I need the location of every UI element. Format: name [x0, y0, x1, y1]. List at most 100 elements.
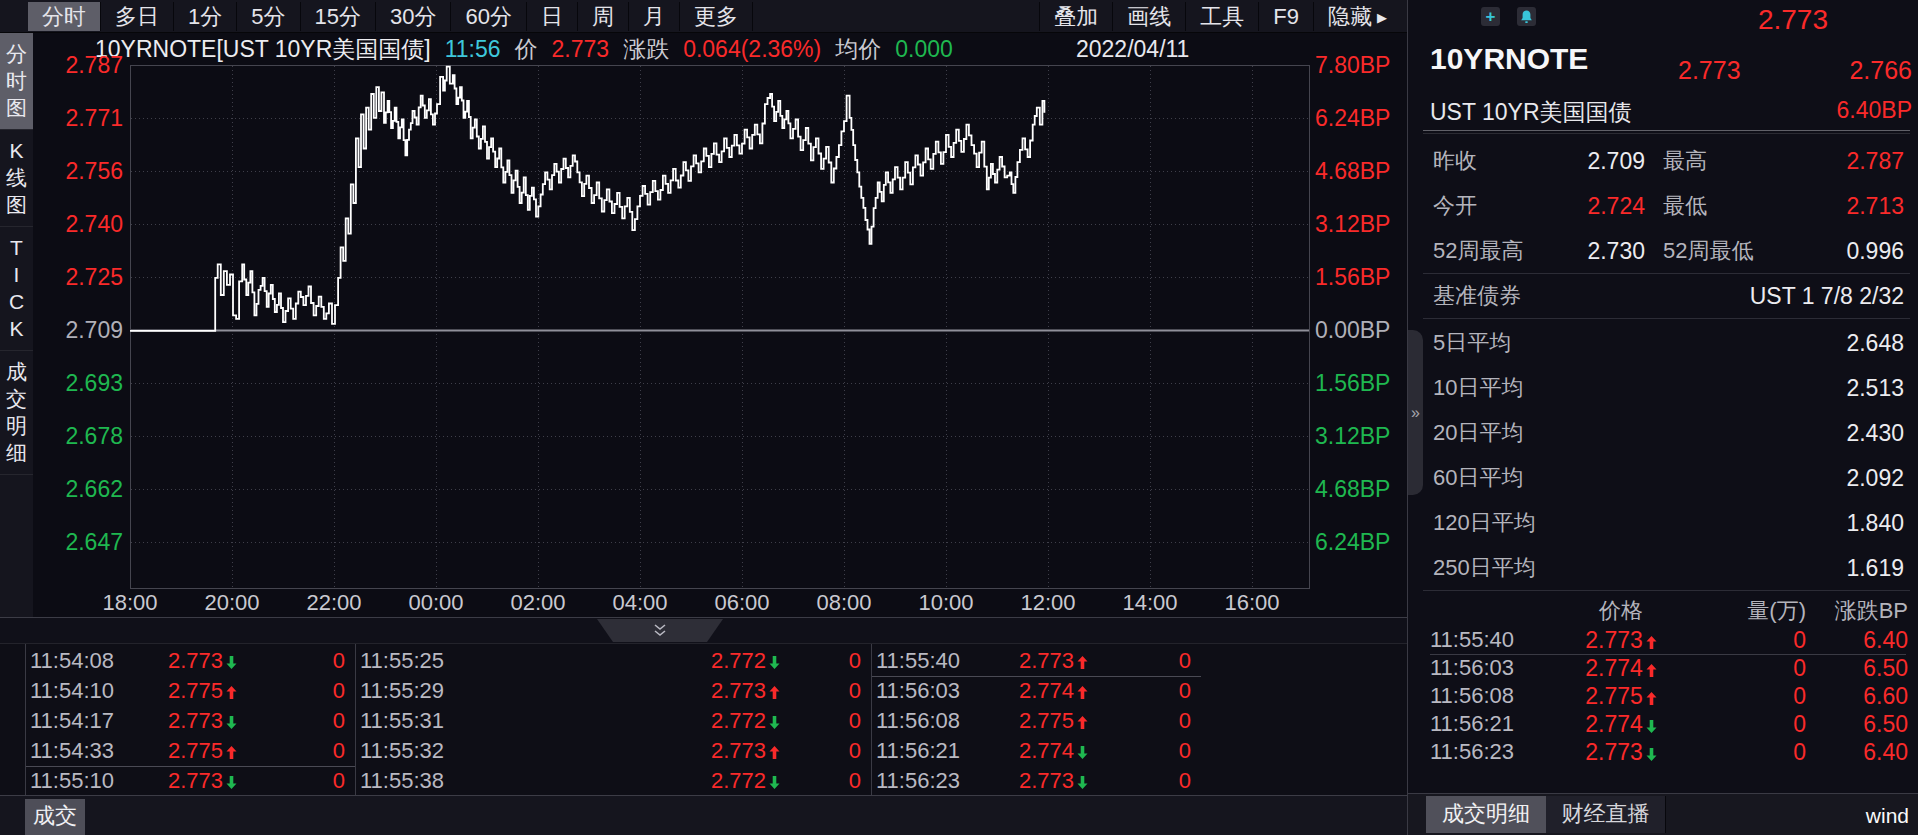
tab-trades[interactable]: 成交 — [25, 799, 85, 835]
up-arrow-icon — [1646, 636, 1657, 649]
sidebar-item-char: 图 — [0, 94, 33, 121]
stat-label: 昨收 — [1433, 146, 1477, 176]
left-sidebar: 分时图K线图TICK成交明细 — [0, 33, 33, 617]
stat-value: 0.996 — [1787, 237, 1904, 264]
average-row-2: 20日平均2.430 — [1408, 410, 1918, 455]
y-label-right: 7.80BP — [1315, 53, 1390, 77]
average-row-1: 10日平均2.513 — [1408, 365, 1918, 410]
toolbar-tools: 叠加画线工具F9隐藏▶ — [1039, 0, 1401, 32]
instrument-name: 10YRNOTE — [1430, 42, 1588, 76]
benchmark-row: 基准债券 UST 1 7/8 2/32 — [1408, 274, 1918, 318]
tick-time: 11:56:23 — [876, 768, 986, 794]
toolbar-tool-3[interactable]: F9 — [1258, 2, 1313, 31]
sidebar-item-0[interactable]: 分时图 — [0, 33, 33, 130]
x-label: 12:00 — [1013, 590, 1083, 616]
tab-finance-live[interactable]: 财经直播 — [1546, 796, 1666, 833]
tick-volume: 0 — [1121, 678, 1191, 704]
chart-date: 2022/04/11 — [1076, 33, 1189, 65]
collapse-handle-bottom[interactable] — [597, 619, 723, 642]
stats-row-0: 昨收2.709最高2.787 — [1408, 138, 1918, 183]
toolbar-tab-6[interactable]: 60分 — [451, 2, 526, 31]
x-label: 04:00 — [605, 590, 675, 616]
price-label: 价 — [515, 34, 538, 65]
tick-volume: 0 — [275, 648, 345, 674]
toolbar-tab-1[interactable]: 多日 — [101, 2, 174, 31]
minute-separator — [26, 766, 355, 767]
sidebar-item-2[interactable]: TICK — [0, 227, 33, 351]
sidebar-item-char: 交 — [0, 385, 33, 412]
toolbar-tool-0[interactable]: 叠加 — [1039, 2, 1112, 31]
y-label-left: 2.771 — [53, 106, 123, 130]
tick-row: 11:55:382.7720 — [356, 766, 871, 796]
tick-volume: 0 — [791, 738, 861, 764]
ask-price: 2.766 — [1849, 56, 1912, 85]
x-label: 16:00 — [1217, 590, 1287, 616]
chart-title: 10YRNOTE[UST 10YR美国国债] — [95, 34, 431, 65]
toolbar-tab-3[interactable]: 5分 — [237, 2, 300, 31]
x-label: 06:00 — [707, 590, 777, 616]
tick-volume: 0 — [791, 678, 861, 704]
up-arrow-icon — [769, 746, 780, 759]
tick-row: 11:56:082.7750 — [872, 706, 1201, 736]
toolbar-tool-1[interactable]: 画线 — [1112, 2, 1185, 31]
toolbar-tool-4[interactable]: 隐藏▶ — [1313, 2, 1401, 31]
chart-area: 10YRNOTE[UST 10YR美国国债]11:56价2.773涨跌0.064… — [33, 33, 1407, 617]
minute-separator — [872, 676, 1201, 677]
period-tabs: 分时多日1分5分15分30分60分日周月更多 — [0, 0, 753, 32]
tick-row: 11:56:032.7740 — [872, 676, 1201, 706]
sidebar-item-char: 线 — [0, 164, 33, 191]
tick-row: 11:54:332.7750 — [26, 736, 355, 766]
average-value: 2.513 — [1846, 374, 1904, 401]
panel-tick-time: 11:56:21 — [1430, 711, 1522, 737]
sidebar-item-char: C — [0, 288, 33, 315]
sidebar-item-1[interactable]: K线图 — [0, 130, 33, 227]
y-label-left: 2.647 — [53, 530, 123, 554]
toolbar-tab-9[interactable]: 月 — [629, 2, 680, 31]
up-arrow-icon — [1646, 664, 1657, 677]
down-arrow-icon — [226, 716, 237, 729]
toolbar-tool-2[interactable]: 工具 — [1185, 2, 1258, 31]
toolbar-tab-10[interactable]: 更多 — [680, 2, 753, 31]
tick-price: 2.772 — [700, 708, 791, 734]
tick-row: 11:56:212.7740 — [872, 736, 1201, 766]
y-label-right: 0.00BP — [1315, 318, 1390, 342]
average-row-3: 60日平均2.092 — [1408, 455, 1918, 500]
toolbar-tab-0[interactable]: 分时 — [28, 2, 101, 31]
panel-tick-volume: 0 — [1720, 711, 1806, 738]
y-label-left: 2.787 — [53, 53, 123, 77]
toolbar-tab-7[interactable]: 日 — [527, 2, 578, 31]
tab-trade-details[interactable]: 成交明细 — [1426, 796, 1546, 833]
x-label: 14:00 — [1115, 590, 1185, 616]
change-value: 0.064(2.36%) — [683, 36, 821, 63]
toolbar-tab-4[interactable]: 15分 — [301, 2, 376, 31]
toolbar-tab-8[interactable]: 周 — [578, 2, 629, 31]
panel-tick-price: 2.774 — [1522, 655, 1720, 682]
tick-volume: 0 — [275, 708, 345, 734]
toolbar-tab-2[interactable]: 1分 — [174, 2, 237, 31]
panel-tick-time: 11:56:03 — [1430, 655, 1522, 681]
average-row-5: 250日平均1.619 — [1408, 545, 1918, 590]
sidebar-item-char: 细 — [0, 439, 33, 466]
up-arrow-icon — [226, 686, 237, 699]
period-toolbar: 分时多日1分5分15分30分60分日周月更多 叠加画线工具F9隐藏▶ — [0, 0, 1407, 33]
down-arrow-icon — [769, 716, 780, 729]
avg-value: 0.000 — [895, 36, 953, 63]
stats-row-1: 今开2.724最低2.713 — [1408, 183, 1918, 228]
bottom-tabbar: 成交 — [0, 795, 1407, 835]
tick-row: 11:54:102.7750 — [26, 676, 355, 706]
alert-button[interactable] — [1517, 7, 1536, 26]
panel-tick-price: 2.774 — [1522, 711, 1720, 738]
stat-label: 52周最低 — [1663, 236, 1753, 266]
up-arrow-icon — [1077, 686, 1088, 699]
sidebar-item-char: 时 — [0, 67, 33, 94]
tick-volume: 0 — [791, 648, 861, 674]
x-label: 20:00 — [197, 590, 267, 616]
price-plot[interactable] — [130, 65, 1310, 589]
panel-tick-bp: 6.40 — [1806, 627, 1908, 654]
collapse-handle-right[interactable]: » — [1408, 330, 1423, 495]
toolbar-tab-5[interactable]: 30分 — [376, 2, 451, 31]
sidebar-item-3[interactable]: 成交明细 — [0, 351, 33, 475]
panel-tick-volume: 0 — [1720, 627, 1806, 654]
collapse-strip — [0, 617, 1407, 643]
add-button[interactable]: + — [1481, 7, 1500, 26]
